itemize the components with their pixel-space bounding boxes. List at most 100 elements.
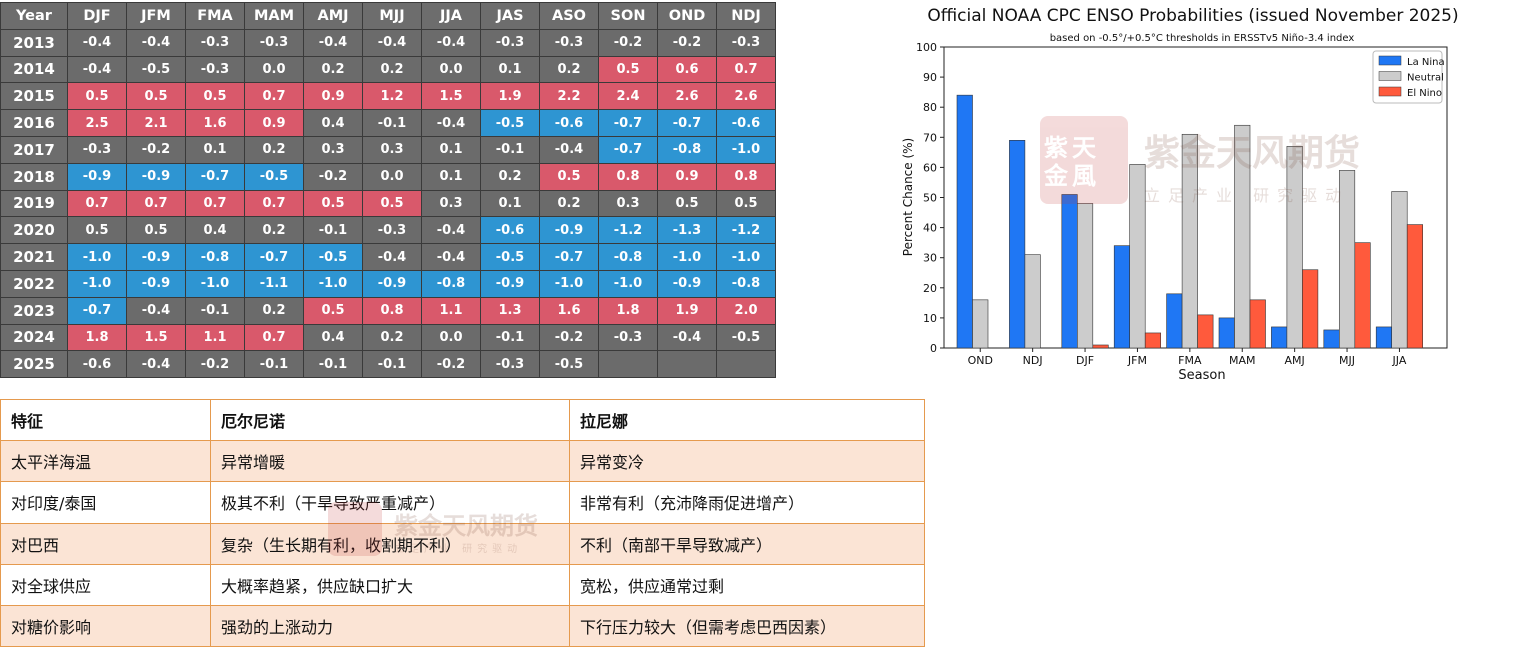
oni-season-header: NDJ (716, 2, 776, 30)
impact-cell: 太平洋海温 (0, 440, 211, 483)
oni-value-cell: -0.3 (362, 216, 422, 245)
oni-value-cell: -0.6 (539, 109, 599, 137)
oni-value-cell: 0.6 (657, 55, 717, 84)
oni-value-cell: -0.7 (185, 162, 245, 191)
oni-season-header: JJA (421, 2, 481, 30)
oni-value-cell: 0.7 (126, 189, 186, 218)
legend-label: Neutral (1407, 73, 1444, 84)
oni-value-cell: -0.1 (362, 350, 422, 379)
oni-value-cell (657, 350, 717, 379)
oni-value-cell: 2.1 (126, 109, 186, 137)
oni-year-cell: 2017 (0, 135, 68, 164)
oni-value-cell: -0.1 (362, 109, 422, 137)
oni-year-cell: 2020 (0, 216, 68, 245)
oni-value-cell: -0.9 (539, 216, 599, 245)
oni-value-cell: 2.5 (67, 109, 127, 137)
oni-value-cell: -0.4 (126, 296, 186, 325)
oni-row: 2013 -0.4 -0.4 -0.3 -0.3 -0.4 -0.4 -0.4 -0.3 -0.3… (0, 28, 776, 57)
oni-value-cell: 0.7 (244, 82, 304, 111)
chart-legend: La Nina Neutral El Nino (1372, 50, 1445, 104)
oni-value-cell: -0.7 (67, 296, 127, 325)
impact-row: 太平洋海温 异常增暖 异常变冷 (0, 440, 925, 483)
oni-value-cell: -0.9 (657, 269, 717, 298)
x-tick-label: FMA (1178, 354, 1202, 367)
bar-la-nina (1009, 140, 1026, 349)
oni-value-cell: 0.2 (539, 189, 599, 218)
oni-value-cell: 1.9 (480, 82, 540, 111)
oni-value-cell: -0.8 (657, 135, 717, 164)
oni-value-cell: -1.0 (67, 269, 127, 298)
oni-value-cell: -0.3 (539, 28, 599, 57)
oni-value-cell: -0.7 (539, 243, 599, 271)
oni-value-cell: 0.0 (421, 323, 481, 352)
oni-row: 2016 2.5 2.1 1.6 0.9 0.4 -0.1 -0.4 -0.5 -0.6 -0.7-… (0, 109, 776, 137)
oni-year-cell: 2015 (0, 82, 68, 111)
oni-season-header: OND (657, 2, 717, 30)
oni-value-cell: 2.6 (657, 82, 717, 111)
y-tick-label: 70 (923, 131, 937, 144)
x-tick-label: JFM (1127, 354, 1147, 367)
oni-value-cell: -0.4 (421, 28, 481, 57)
bar-neutral (1338, 170, 1356, 349)
oni-value-cell: -0.9 (67, 162, 127, 191)
oni-value-cell: 2.0 (716, 296, 776, 325)
bar-la-nina (1166, 293, 1183, 349)
oni-value-cell: -0.3 (185, 28, 245, 57)
oni-value-cell: 1.1 (185, 323, 245, 352)
oni-value-cell: -0.1 (480, 135, 540, 164)
oni-row: 2024 1.8 1.5 1.1 0.7 0.4 0.2 0.0 -0.1 -0.2 -0.3 -0.… (0, 323, 776, 352)
oni-value-cell: -0.4 (303, 28, 363, 57)
oni-value-cell: -0.2 (126, 135, 186, 164)
impact-cell: 不利（南部干旱导致减产） (569, 522, 925, 565)
chart-title: Official NOAA CPC ENSO Probabilities (is… (927, 6, 1458, 26)
oni-value-cell: 0.5 (126, 82, 186, 111)
x-tick-label: MJJ (1339, 354, 1355, 367)
oni-value-cell: 0.3 (362, 135, 422, 164)
legend-label: El Nino (1407, 88, 1442, 99)
bar-la-nina (1323, 329, 1340, 349)
bar-neutral (1129, 164, 1146, 349)
oni-value-cell: -0.1 (303, 216, 363, 245)
oni-year-cell: 2023 (0, 296, 68, 325)
oni-value-cell: -0.6 (67, 350, 127, 379)
enso-probability-chart: Official NOAA CPC ENSO Probabilities (is… (901, 6, 1459, 383)
oni-season-header: JAS (480, 2, 540, 30)
oni-value-cell: -0.7 (598, 109, 658, 137)
oni-value-cell: 1.8 (598, 296, 658, 325)
oni-value-cell: 0.7 (185, 189, 245, 218)
bar-el-nino (1197, 314, 1214, 349)
oni-value-cell: -0.8 (716, 269, 776, 298)
bar-neutral (1286, 146, 1303, 349)
oni-value-cell: 0.2 (244, 216, 304, 245)
chart-plot-area: 0 10 20 30 40 50 60 70 80 90 100 OND NDJ DJF JFM FMA MAM… (916, 41, 1448, 367)
impact-body: 太平洋海温 异常增暖 异常变冷 对印度/泰国 极其不利（干旱导致严重减产） 非常有利（充沛… (0, 440, 925, 648)
bar-neutral (1024, 254, 1041, 349)
oni-value-cell: 0.5 (362, 189, 422, 218)
oni-value-cell: 1.3 (480, 296, 540, 325)
oni-row: 2025 -0.6 -0.4 -0.2 -0.1 -0.1 -0.1 -0.2 -0.3 -0.5 (0, 350, 776, 379)
oni-value-cell: -0.5 (480, 109, 540, 137)
oni-value-cell: 0.1 (480, 55, 540, 84)
impact-cell: 异常变冷 (569, 440, 925, 483)
oni-value-cell: -0.4 (421, 216, 481, 245)
y-tick-label: 40 (923, 222, 937, 235)
oni-value-cell: -1.3 (657, 216, 717, 245)
oni-table: Year DJF JFM FMA MAM AMJ MJJ JJA JAS ASO SON OND NDJ… (0, 2, 776, 379)
y-tick-label: 80 (923, 101, 937, 114)
oni-value-cell: -0.5 (480, 243, 540, 271)
oni-value-cell: -0.2 (185, 350, 245, 379)
oni-value-cell: 0.9 (657, 162, 717, 191)
oni-value-cell: -0.2 (657, 28, 717, 57)
oni-value-cell: 0.5 (303, 189, 363, 218)
oni-year-cell: 2014 (0, 55, 68, 84)
oni-season-header: AMJ (303, 2, 363, 30)
bar-la-nina (956, 94, 973, 349)
oni-value-cell: -0.7 (598, 135, 658, 164)
impact-cell: 非常有利（充沛降雨促进增产） (569, 481, 925, 524)
oni-value-cell: -0.6 (480, 216, 540, 245)
bar-la-nina (1113, 245, 1130, 349)
impact-cell: 下行压力较大（但需考虑巴西因素） (569, 604, 925, 648)
oni-value-cell: 0.7 (716, 55, 776, 84)
oni-value-cell: 2.6 (716, 82, 776, 111)
impact-row: 对全球供应 大概率趋紧，供应缺口扩大 宽松，供应通常过剩 (0, 563, 925, 606)
